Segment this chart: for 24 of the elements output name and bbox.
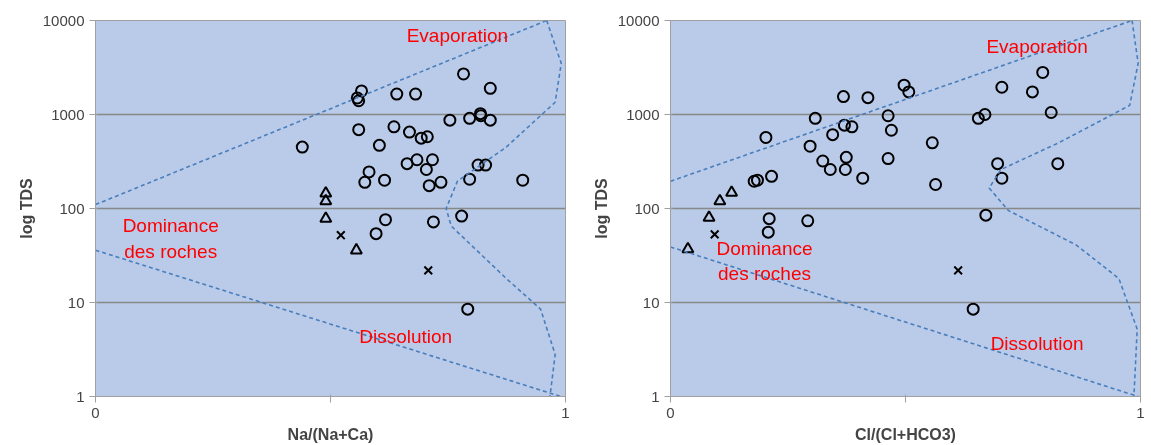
annotation: Dominance des roches <box>122 215 219 262</box>
annotation: Dissolution <box>990 333 1084 355</box>
y-tick-label: 1000 <box>51 105 85 123</box>
x-tick-label: 0 <box>666 403 675 421</box>
y-tick-label: 100 <box>634 199 660 217</box>
y-axis-title: log TDS <box>17 177 35 239</box>
y-tick-label: 10000 <box>42 11 85 29</box>
y-axis-title: log TDS <box>592 177 610 239</box>
annotation: Dissolution <box>359 325 453 347</box>
y-tick-label: 1 <box>76 387 85 405</box>
annotation: Evaporation <box>406 25 509 47</box>
y-tick-label: 10 <box>642 293 660 311</box>
x-axis-title: Cl/(Cl+HCO3) <box>855 425 956 443</box>
annotation: Dominance des roches <box>716 238 813 285</box>
annotation: Evaporation <box>986 36 1088 58</box>
x-tick-label: 1 <box>561 403 570 421</box>
y-tick-label: 10 <box>67 293 85 311</box>
y-tick-label: 100 <box>59 199 85 217</box>
x-tick-label: 0 <box>91 403 100 421</box>
x-tick-label: 1 <box>1136 403 1145 421</box>
y-tick-label: 10000 <box>617 11 660 29</box>
x-axis-title: Na/(Na+Ca) <box>287 425 374 443</box>
y-tick-label: 1 <box>651 387 660 405</box>
y-tick-label: 1000 <box>626 105 660 123</box>
